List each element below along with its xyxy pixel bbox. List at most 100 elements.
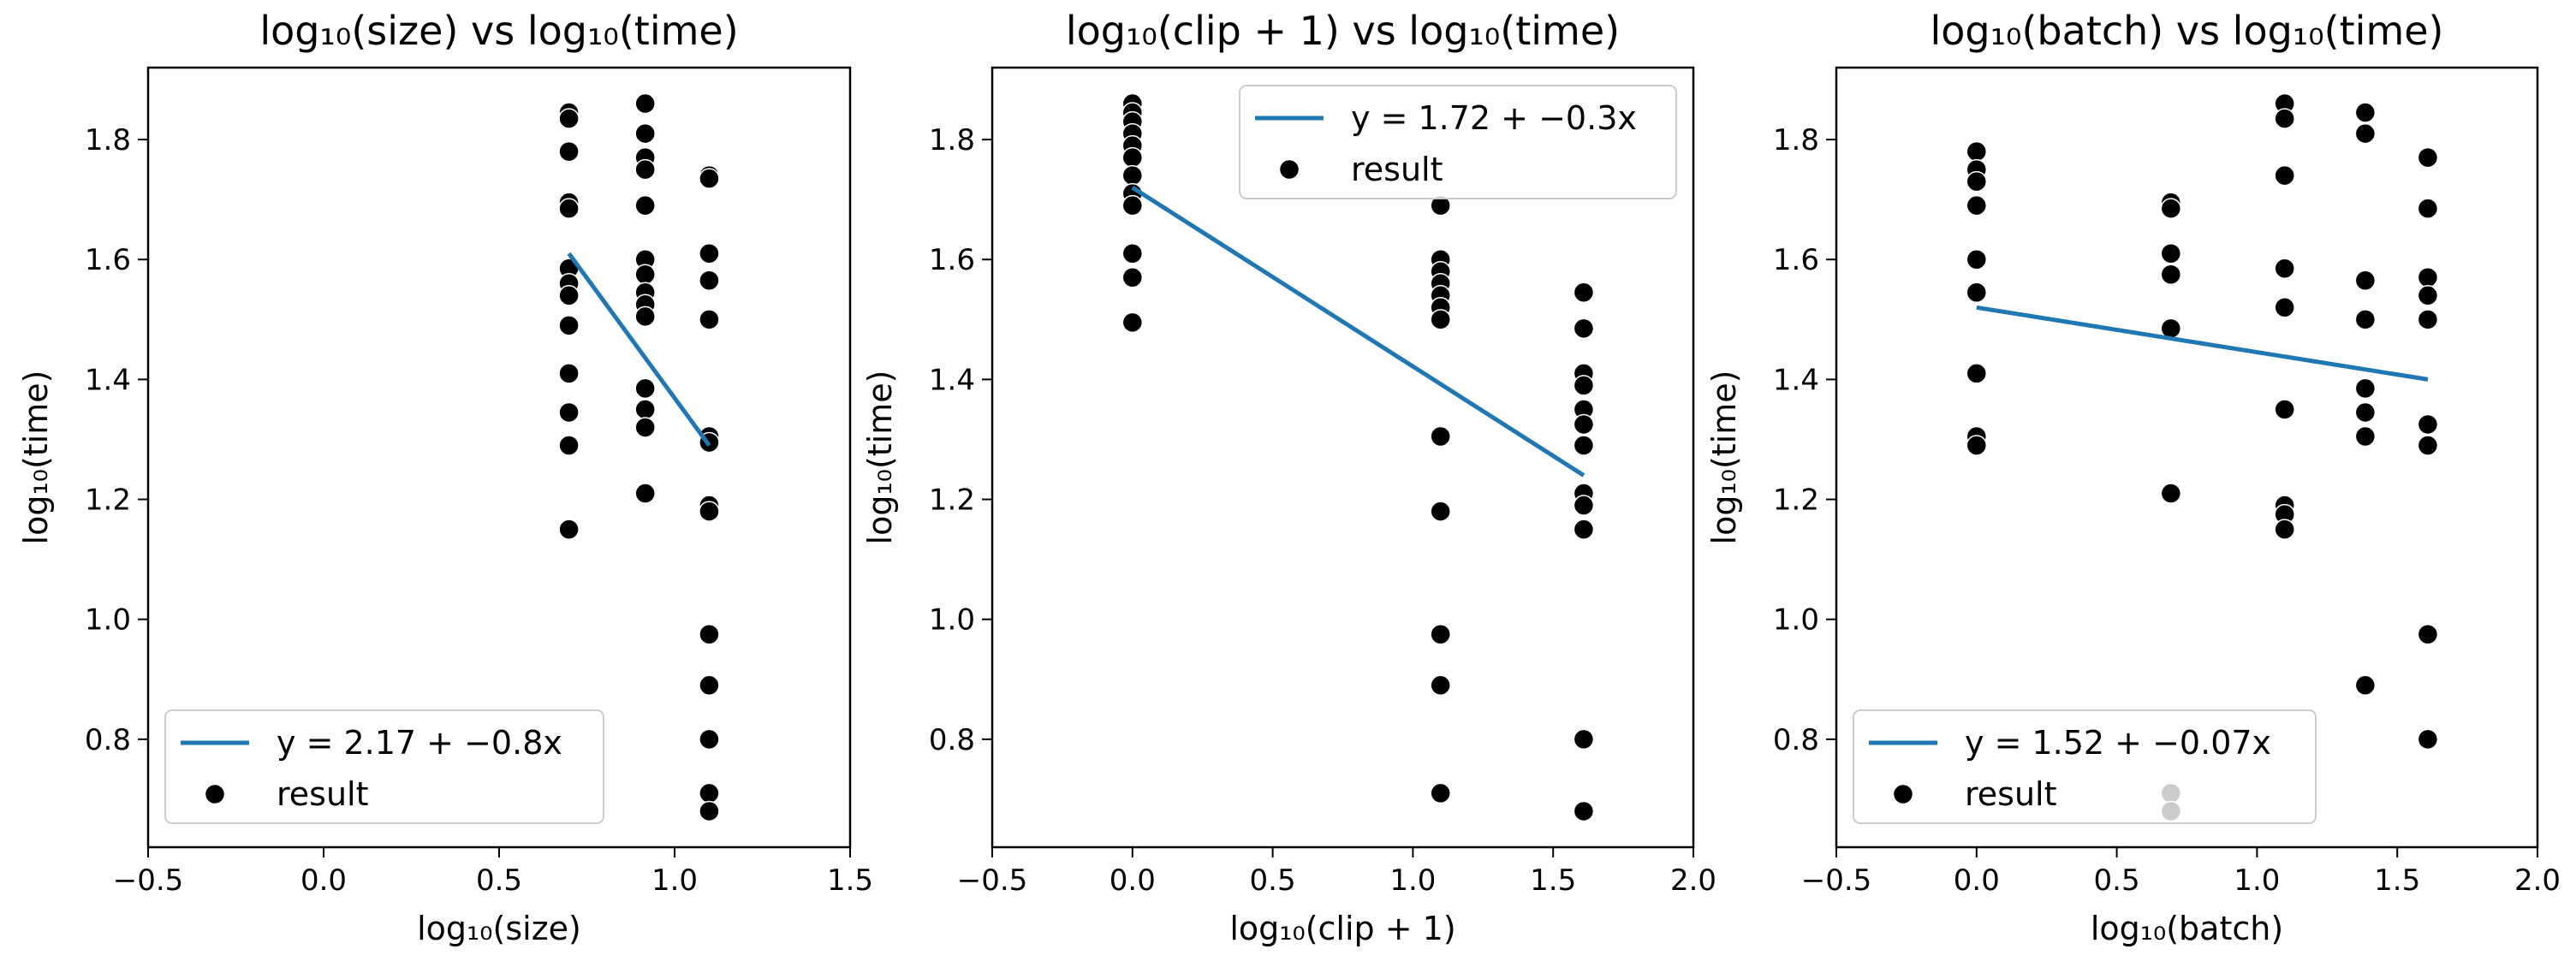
y-tick-label: 0.8 <box>929 723 975 757</box>
legend-series-label: result <box>1351 151 1443 188</box>
y-tick-label: 1.2 <box>85 484 131 518</box>
scatter-point <box>2160 264 2182 286</box>
y-tick-label: 1.0 <box>1773 603 1819 638</box>
legend-series-label: result <box>1965 775 2057 813</box>
legend: y = 2.17 + −0.8x result <box>164 709 604 824</box>
y-tick-label: 1.4 <box>85 363 131 397</box>
scatter-point <box>558 285 580 306</box>
scatter-point <box>1966 363 1988 384</box>
scatter-point <box>558 435 580 456</box>
scatter-point <box>699 782 720 804</box>
x-tick-label: −0.5 <box>1801 863 1872 898</box>
x-tick-label: 0.0 <box>300 863 347 898</box>
y-tick-label: 1.4 <box>929 363 975 397</box>
scatter-point <box>2354 674 2377 697</box>
scatter-point <box>2274 297 2295 318</box>
scatter-point <box>2160 483 2182 504</box>
y-tick-label: 1.4 <box>1773 363 1819 397</box>
scatter-point <box>2274 164 2295 187</box>
scatter-point <box>1966 282 1988 304</box>
y-tick-label: 1.8 <box>1773 123 1819 157</box>
y-tick-label: 1.6 <box>1773 243 1819 277</box>
legend: y = 1.72 + −0.3x result <box>1239 85 1677 199</box>
x-axis-label: log₁₀(batch) <box>2091 910 2283 947</box>
legend-point-swatch <box>1278 158 1300 181</box>
x-tick-label: 2.0 <box>2514 863 2561 898</box>
scatter-point <box>2417 309 2439 330</box>
y-tick-label: 1.8 <box>85 123 131 157</box>
legend-fit-label: y = 1.72 + −0.3x <box>1351 99 1637 137</box>
scatter-point <box>2417 285 2439 306</box>
scatter-point <box>699 501 720 522</box>
scatter-point <box>1573 435 1595 456</box>
scatter-point <box>1573 800 1595 822</box>
x-tick-label: 0.5 <box>2094 863 2140 898</box>
scatter-point <box>2274 258 2295 280</box>
y-tick-label: 1.6 <box>929 243 975 277</box>
scatter-point <box>699 728 720 750</box>
scatter-point <box>699 168 720 189</box>
scatter-point <box>1966 194 1988 217</box>
x-tick-label: 0.5 <box>476 863 522 898</box>
scatter-point <box>2354 401 2377 424</box>
scatter-point <box>634 399 656 420</box>
x-tick-label: 1.5 <box>827 863 873 898</box>
scatter-point <box>1121 242 1144 264</box>
scatter-point <box>558 315 580 336</box>
scatter-point <box>2274 108 2295 129</box>
scatter-point <box>699 270 720 292</box>
scatter-point <box>699 674 720 697</box>
scatter-point <box>558 401 580 424</box>
legend-fit-label: y = 2.17 + −0.8x <box>277 724 562 762</box>
chart-title: log₁₀(batch) vs log₁₀(time) <box>1930 8 2443 54</box>
chart-clip-vs-time: log₁₀(clip + 1) vs log₁₀(time) −0.5 0.0 0.5… <box>861 8 1716 947</box>
y-axis-label: log₁₀(time) <box>17 371 55 545</box>
scatter-point <box>1573 728 1595 750</box>
y-axis-label: log₁₀(time) <box>861 371 899 545</box>
scatter-point <box>1573 495 1595 516</box>
scatter-point <box>1573 317 1595 340</box>
scatter-point <box>2274 399 2295 420</box>
scatter-point <box>1430 782 1451 804</box>
scatter-point <box>699 800 720 822</box>
scatter-point <box>2354 102 2377 123</box>
scatter-point <box>558 198 580 219</box>
y-tick-label: 0.8 <box>1773 723 1819 757</box>
scatter-point <box>1121 311 1144 334</box>
scatter-point <box>558 140 580 163</box>
fit-line <box>1131 186 1585 478</box>
x-tick-label: 1.5 <box>2374 863 2420 898</box>
x-tick-label: 0.0 <box>1110 863 1156 898</box>
legend: y = 1.52 + −0.07x result <box>1853 709 2317 824</box>
scatter-point <box>2417 728 2439 750</box>
scatter-point <box>1430 425 1451 448</box>
scatter-point <box>558 108 580 129</box>
x-tick-label: −0.5 <box>113 863 184 898</box>
scatter-point <box>699 242 720 264</box>
y-tick-label: 1.2 <box>929 484 975 518</box>
scatter-point <box>2417 413 2439 436</box>
scatter-point <box>1966 140 1988 163</box>
y-axis-label: log₁₀(time) <box>1705 371 1743 545</box>
x-tick-label: 1.0 <box>1389 863 1436 898</box>
scatter-point <box>2417 146 2439 169</box>
y-tick-label: 0.8 <box>85 723 131 757</box>
legend-frame <box>1239 85 1677 199</box>
scatter-point <box>1430 623 1451 645</box>
scatter-point <box>699 623 720 645</box>
legend-frame <box>164 709 604 824</box>
y-tick-label: 1.2 <box>1773 484 1819 518</box>
y-tick-label: 1.6 <box>85 243 131 277</box>
scatter-point <box>634 264 656 286</box>
x-tick-label: 0.0 <box>1954 863 2000 898</box>
scatter-point <box>1573 375 1595 396</box>
fit-line <box>567 252 711 447</box>
scatter-point <box>2354 122 2377 145</box>
scatter-point <box>558 363 580 384</box>
scatter-point <box>634 306 656 328</box>
x-axis-label: log₁₀(clip + 1) <box>1229 910 1455 947</box>
scatter-point <box>2417 198 2439 219</box>
plot-frame <box>991 66 1695 849</box>
fit-line <box>1976 305 2429 382</box>
scatter-point <box>558 519 580 540</box>
